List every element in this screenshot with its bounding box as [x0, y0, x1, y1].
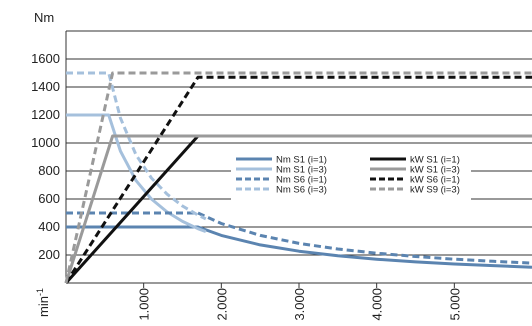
series-line-1: [66, 113, 207, 234]
series-line-5: [64, 134, 532, 284]
series-lines: [64, 71, 532, 285]
x-tick-label: 2.000: [214, 288, 229, 321]
legend: Nm S1 (i=1)Nm S1 (i=3)Nm S6 (i=1)Nm S6 (…: [231, 150, 471, 214]
legend-label: kW S6 (i=1): [410, 175, 460, 186]
legend-label: kW S9 (i=3): [410, 185, 460, 196]
y-tick-label: 200: [38, 247, 60, 262]
y-tick-label: 1400: [31, 79, 60, 94]
y-unit-label: Nm: [34, 10, 54, 25]
grid-lines: [66, 30, 532, 256]
legend-label: Nm S1 (i=3): [276, 165, 327, 176]
x-tick-label: 3.000: [292, 288, 307, 321]
legend-label: kW S1 (i=1): [410, 155, 460, 166]
x-tick-label: 1.000: [137, 288, 152, 321]
y-tick-label: 800: [38, 163, 60, 178]
y-tick-label: 1000: [31, 135, 60, 150]
legend-label: Nm S6 (i=1): [276, 175, 327, 186]
x-tick-label: 4.000: [370, 288, 385, 321]
series-line-7: [64, 71, 532, 284]
tick-labels: 200 400 600 800 1000 1200 1400 1600 1.000 2.000 3.…: [31, 51, 462, 321]
series-line-2: [66, 211, 532, 265]
y-tick-label: 400: [38, 219, 60, 234]
series-line-6: [64, 75, 532, 284]
legend-label: Nm S6 (i=3): [276, 185, 327, 196]
legend-background: [231, 150, 471, 214]
axis-units: Nm min-1: [34, 10, 54, 317]
legend-label: Nm S1 (i=1): [276, 155, 327, 166]
x-unit-label: min-1: [35, 288, 51, 317]
y-tick-label: 600: [38, 191, 60, 206]
legend-label: kW S1 (i=3): [410, 165, 460, 176]
series-line-0: [66, 225, 532, 269]
y-tick-label: 1600: [31, 51, 60, 66]
series-line-3: [66, 71, 207, 221]
x-tick-label: 5.000: [447, 288, 462, 321]
y-tick-label: 1200: [31, 107, 60, 122]
